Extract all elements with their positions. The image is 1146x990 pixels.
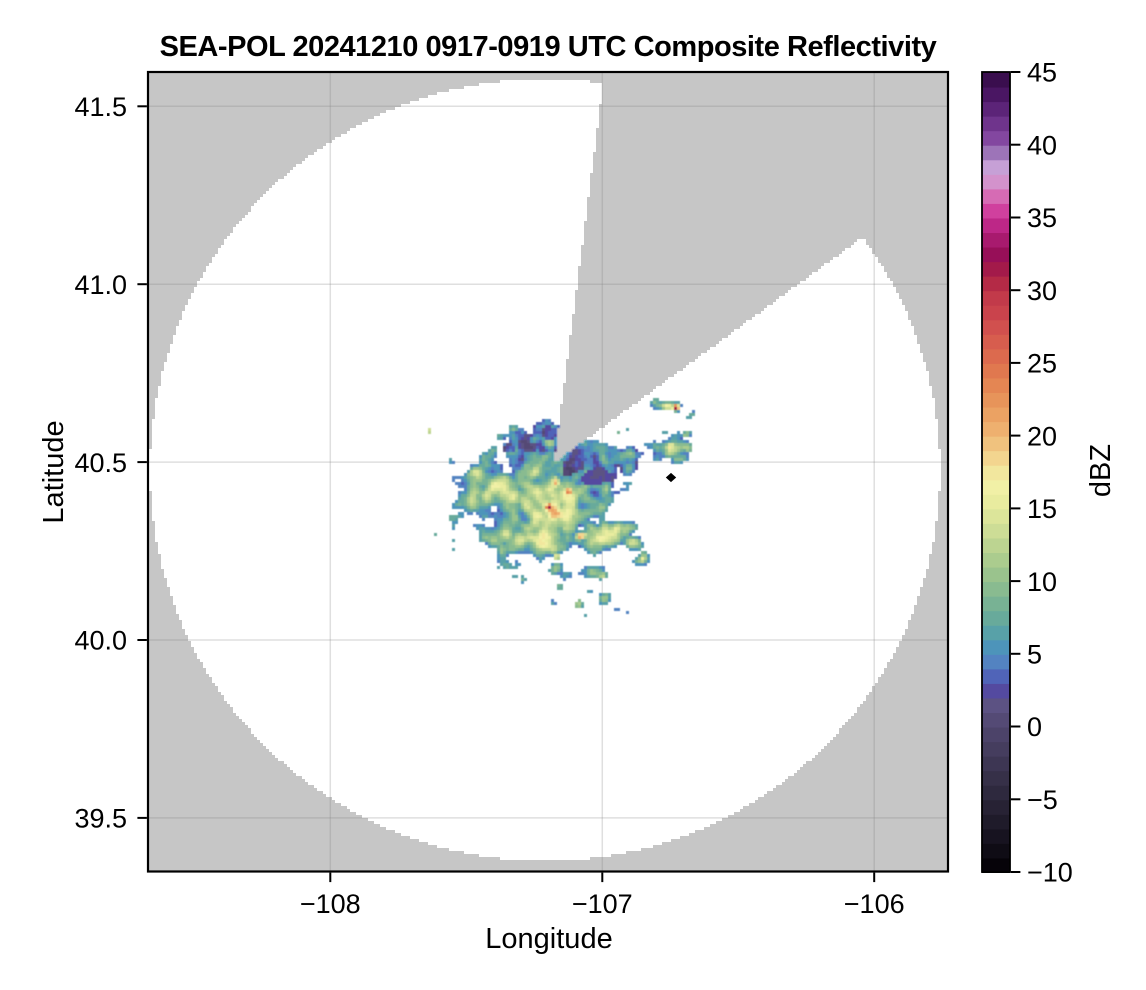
svg-text:−10: −10 <box>1027 858 1073 888</box>
svg-text:41.5: 41.5 <box>74 92 127 122</box>
svg-text:40.5: 40.5 <box>74 448 127 478</box>
svg-text:20: 20 <box>1027 421 1057 451</box>
svg-text:dBZ: dBZ <box>1085 444 1117 497</box>
svg-text:45: 45 <box>1027 58 1057 88</box>
svg-text:Longitude: Longitude <box>485 923 612 955</box>
svg-text:SEA-POL 20241210 0917-0919 UTC: SEA-POL 20241210 0917-0919 UTC Composite… <box>160 31 937 63</box>
svg-text:15: 15 <box>1027 494 1057 524</box>
svg-text:30: 30 <box>1027 276 1057 306</box>
svg-text:10: 10 <box>1027 567 1057 597</box>
svg-text:40: 40 <box>1027 130 1057 160</box>
svg-text:Latitude: Latitude <box>38 420 70 523</box>
svg-text:−107: −107 <box>572 889 633 919</box>
svg-text:41.0: 41.0 <box>74 270 127 300</box>
svg-text:−108: −108 <box>300 889 361 919</box>
svg-text:39.5: 39.5 <box>74 804 127 834</box>
svg-text:−106: −106 <box>844 889 905 919</box>
svg-text:35: 35 <box>1027 203 1057 233</box>
svg-text:25: 25 <box>1027 349 1057 379</box>
svg-text:−5: −5 <box>1027 785 1058 815</box>
svg-text:40.0: 40.0 <box>74 626 127 656</box>
svg-text:0: 0 <box>1027 712 1042 742</box>
svg-text:5: 5 <box>1027 640 1042 670</box>
